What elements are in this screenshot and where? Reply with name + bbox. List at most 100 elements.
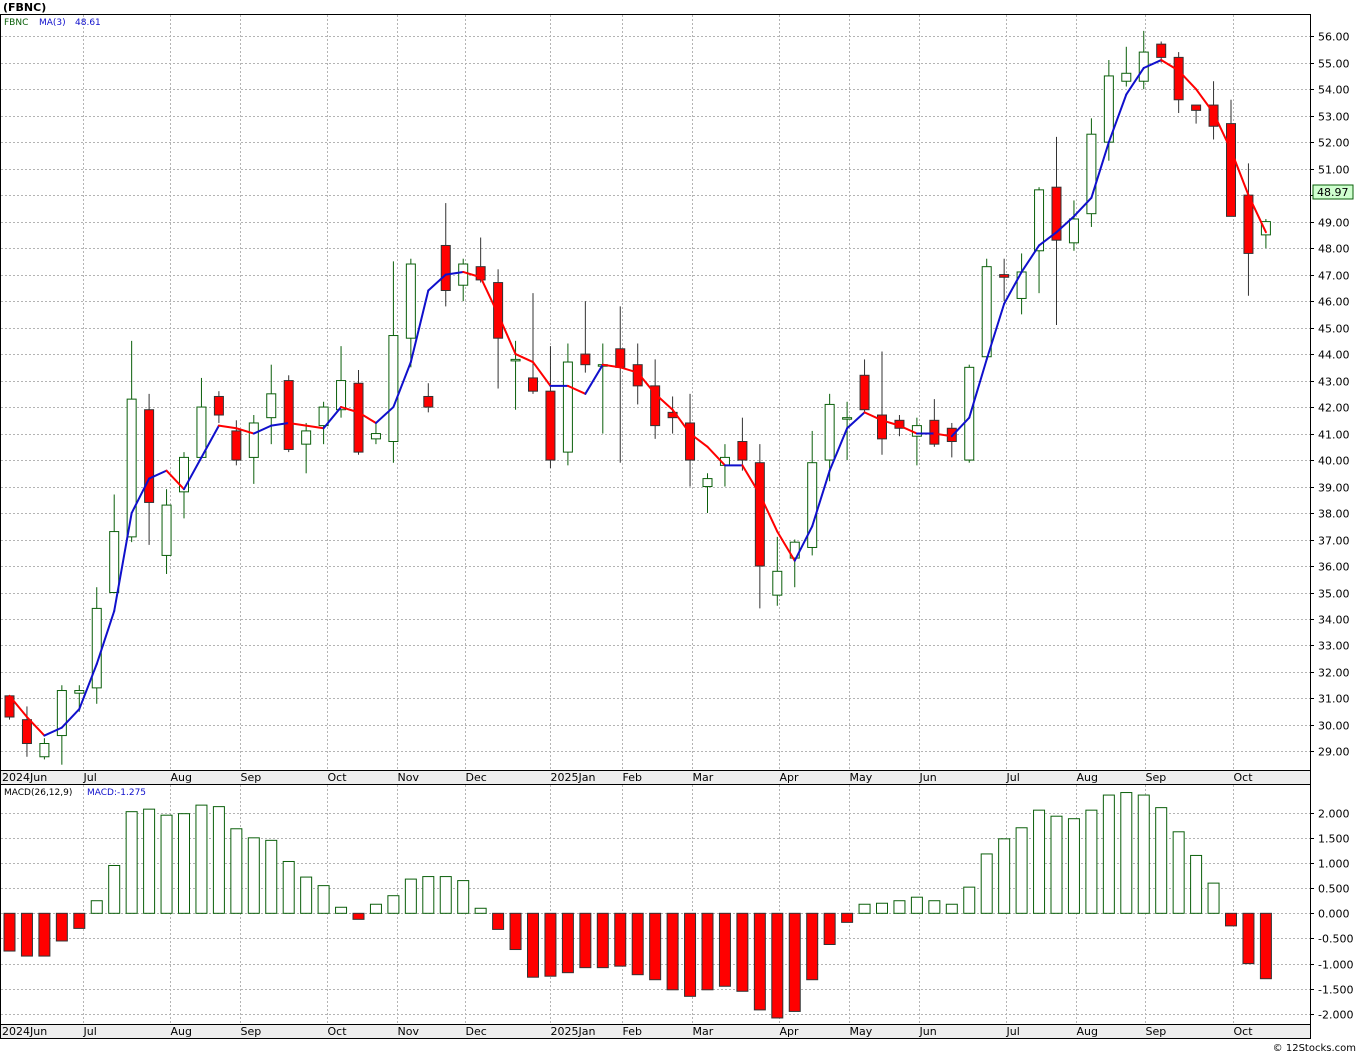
macd-bar-positive — [1102, 794, 1115, 914]
ma-segment — [584, 363, 604, 395]
price-tick-label: 53.00 — [1318, 111, 1350, 124]
price-tick-label: 49.00 — [1318, 217, 1350, 230]
macd-bar-positive — [247, 837, 260, 914]
price-x-tick-label: Oct — [1234, 771, 1254, 784]
macd-bar-negative — [1225, 912, 1237, 927]
macd-x-tick-label: Feb — [623, 1025, 642, 1038]
candle-body-down — [1208, 104, 1219, 127]
candle-body-up — [74, 690, 85, 694]
macd-bar-positive — [282, 860, 295, 914]
candle-body-up — [301, 430, 312, 445]
price-tick-label: 54.00 — [1318, 84, 1350, 97]
price-tick-label: 35.00 — [1318, 588, 1350, 601]
price-x-tick-label: Sep — [241, 771, 262, 784]
macd-bar-negative — [736, 912, 749, 992]
macd-bar-positive — [404, 878, 417, 914]
candle-body-down — [999, 274, 1010, 278]
macd-x-tick-label: Oct — [328, 1025, 348, 1038]
macd-tick-label: -1.000 — [1318, 959, 1353, 972]
macd-bar-negative — [509, 912, 522, 951]
macd-bar-negative — [666, 912, 679, 991]
ma-segment — [60, 708, 81, 729]
macd-bar-negative — [788, 912, 801, 1012]
candle-body-down — [528, 377, 538, 392]
macd-x-tick-label: Jun — [919, 1025, 937, 1038]
macd-x-tick-label: Jul — [83, 1025, 97, 1038]
ma-segment — [636, 371, 657, 395]
price-x-tick-label: Aug — [171, 771, 192, 784]
chart-title: (FBNC) — [3, 1, 46, 14]
macd-bar-negative — [631, 912, 644, 976]
candle-body-down — [685, 422, 696, 461]
macd-bar-positive — [387, 895, 400, 914]
price-tick-label: 55.00 — [1318, 58, 1350, 71]
price-x-tick-label: Jun — [919, 771, 937, 784]
macd-bar-positive — [160, 814, 173, 914]
macd-bar-negative — [771, 912, 784, 1019]
candle-body-up — [318, 406, 329, 427]
price-x-tick-label: Aug — [1077, 771, 1098, 784]
candle-body-up — [91, 607, 102, 689]
candle-body-down — [754, 462, 765, 567]
ma-segment — [706, 445, 726, 467]
ma-segment — [1230, 149, 1250, 197]
candle-body-up — [39, 743, 50, 758]
macd-tick-label: -2.000 — [1318, 1009, 1353, 1022]
candle-body-down — [650, 385, 661, 427]
macd-bar-positive — [1137, 794, 1150, 914]
ma-segment — [95, 610, 116, 666]
candle-body-up — [842, 417, 853, 420]
candle-body-up — [370, 433, 381, 440]
macd-bar-positive — [945, 903, 958, 914]
ma-segment — [741, 464, 761, 496]
price-x-tick-label: May — [850, 771, 873, 784]
ma-segment — [357, 411, 377, 424]
macd-bar-negative — [823, 912, 836, 946]
price-tick-label: 41.00 — [1318, 429, 1350, 442]
macd-x-tick-label: 2024Jun — [2, 1025, 47, 1038]
candle-body-up — [161, 504, 172, 556]
ma-segment — [8, 694, 28, 719]
candle-body-up — [702, 478, 713, 488]
macd-tick-label: -1.500 — [1318, 984, 1353, 997]
ticker-label: FBNC — [4, 18, 28, 28]
macd-x-tick-label: Apr — [780, 1025, 800, 1038]
macd-bar-negative — [55, 912, 68, 942]
macd-bar-positive — [317, 885, 330, 914]
macd-bar-positive — [230, 828, 243, 914]
price-tick-label: 34.00 — [1318, 614, 1350, 627]
candle-body-up — [126, 398, 137, 538]
ma-segment — [566, 384, 587, 395]
ma-segment — [1160, 59, 1180, 72]
price-x-tick-label: 2024Jun — [2, 771, 47, 784]
candle-body-down — [231, 430, 242, 461]
macd-bar-negative — [561, 912, 574, 974]
macd-bar-positive — [928, 900, 941, 914]
ma-segment — [776, 530, 796, 562]
macd-tick-label: 1.500 — [1318, 833, 1350, 846]
macd-bar-negative — [544, 912, 557, 977]
ma-segment — [601, 363, 622, 369]
ma-segment — [863, 411, 883, 422]
candle-body-up — [1121, 72, 1132, 82]
macd-tick-label: 0.000 — [1318, 908, 1350, 921]
ma-segment — [950, 416, 971, 438]
macd-x-tick-label: Aug — [1077, 1025, 1098, 1038]
ma-segment — [78, 663, 98, 711]
macd-tick-label: -0.500 — [1318, 933, 1353, 946]
candle-body-up — [981, 266, 992, 358]
macd-bar-positive — [90, 900, 103, 914]
ma-segment — [1020, 244, 1041, 273]
moving-average-series — [8, 59, 1267, 737]
macd-bar-positive — [212, 806, 225, 914]
candle-body-up — [1034, 189, 1045, 252]
candle-body-down — [493, 282, 504, 339]
macd-bar-series — [3, 792, 1272, 1019]
price-tick-label: 48.00 — [1318, 243, 1350, 256]
macd-bar-negative — [1242, 912, 1255, 965]
ma-segment — [43, 726, 63, 737]
macd-x-tick-label: Jul — [1006, 1025, 1020, 1038]
candle-body-down — [283, 380, 294, 450]
candle-body-up — [405, 263, 416, 339]
